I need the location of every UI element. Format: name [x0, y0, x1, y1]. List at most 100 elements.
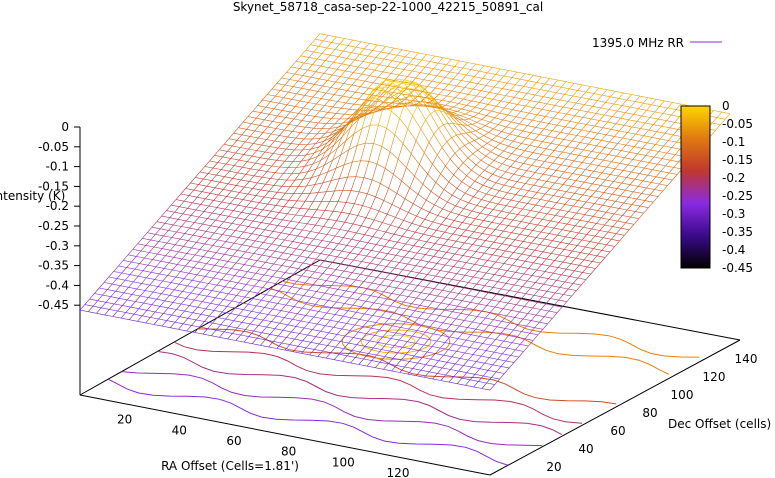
mesh-line [146, 304, 153, 311]
mesh-line [228, 288, 234, 294]
mesh-line [497, 93, 506, 96]
mesh-line [632, 159, 642, 162]
mesh-line [390, 73, 400, 76]
mesh-line [236, 217, 246, 220]
mesh-line [560, 242, 570, 245]
legend-label: 1395.0 MHz RR [592, 36, 684, 50]
mesh-line [285, 221, 292, 228]
mesh-line [290, 111, 299, 114]
mesh-line [353, 259, 362, 262]
mesh-line [508, 257, 518, 260]
mesh-line [375, 51, 382, 58]
mesh-line [522, 203, 528, 210]
mesh-line [550, 292, 556, 299]
mesh-line [226, 196, 235, 199]
mesh-line [379, 86, 385, 94]
mesh-line [405, 84, 411, 88]
mesh-line [518, 246, 527, 249]
mesh-line [507, 109, 513, 116]
mesh-line [379, 99, 385, 103]
mesh-line [472, 348, 479, 355]
mesh-line [595, 107, 602, 114]
mesh-line [310, 309, 319, 312]
mesh-line [601, 250, 611, 253]
mesh-line [448, 84, 457, 87]
mesh-line [513, 97, 523, 100]
mesh-line [513, 140, 522, 144]
mesh-line [278, 290, 288, 293]
mesh-line [390, 305, 399, 308]
mesh-line [642, 97, 649, 104]
mesh-line [250, 168, 259, 171]
mesh-line [351, 47, 357, 53]
mesh-line [525, 132, 532, 139]
mesh-line [441, 95, 448, 101]
mesh-line [375, 322, 385, 325]
mesh-line [531, 320, 540, 323]
mesh-line [332, 101, 338, 108]
mesh-line [469, 374, 476, 380]
mesh-line [292, 346, 299, 352]
mesh-line [510, 116, 517, 123]
mesh-line [443, 271, 449, 278]
mesh-line [545, 226, 555, 229]
mesh-line [295, 293, 304, 296]
mesh-line [458, 168, 467, 176]
mesh-line [371, 250, 380, 253]
mesh-line [212, 162, 219, 169]
mesh-line [348, 230, 357, 234]
mesh-line [378, 124, 387, 129]
mesh-line [148, 246, 155, 253]
mesh-line [402, 263, 408, 270]
mesh-line [675, 103, 682, 110]
mesh-line [220, 163, 227, 170]
mesh-line [398, 105, 404, 108]
mesh-line [593, 138, 602, 141]
mesh-line [431, 75, 438, 82]
mesh-line [536, 154, 542, 160]
mesh-line [281, 259, 287, 266]
mesh-line [271, 321, 280, 324]
mesh-line [316, 285, 322, 292]
mesh-line [332, 256, 338, 263]
mesh-line [253, 253, 263, 256]
mesh-line [508, 70, 517, 73]
mesh-line [421, 59, 431, 62]
mesh-line [219, 181, 229, 185]
mesh-line [306, 109, 312, 116]
mesh-line [118, 292, 125, 299]
mesh-line [233, 288, 242, 291]
mesh-line [371, 87, 377, 99]
mesh-line [267, 314, 277, 317]
mesh-line [547, 135, 556, 139]
mesh-line [231, 185, 237, 192]
mesh-line [424, 92, 434, 99]
mesh-line [294, 179, 304, 181]
mesh-line [185, 188, 194, 191]
mesh-line [490, 151, 499, 157]
mesh-line [131, 256, 137, 263]
mesh-line [585, 163, 591, 170]
mesh-line [288, 91, 297, 95]
mesh-line [509, 207, 515, 214]
mesh-line [276, 265, 283, 272]
mesh-line [314, 84, 323, 87]
mesh-line [496, 211, 502, 217]
mesh-line [281, 104, 288, 111]
mesh-line [290, 137, 297, 144]
mesh-line [203, 205, 210, 212]
mesh-line [505, 277, 512, 284]
mesh-line [240, 251, 246, 258]
mesh-line [191, 274, 198, 281]
mesh-line [242, 199, 252, 202]
mesh-line [602, 204, 611, 208]
mesh-line [319, 171, 328, 176]
mesh-line [571, 135, 578, 142]
mesh-line [220, 324, 230, 327]
mesh-line [671, 114, 680, 117]
mesh-line [399, 372, 409, 375]
mesh-line [598, 242, 607, 246]
mesh-line [117, 305, 123, 312]
mesh-line [524, 150, 534, 153]
mesh-line [266, 326, 275, 329]
